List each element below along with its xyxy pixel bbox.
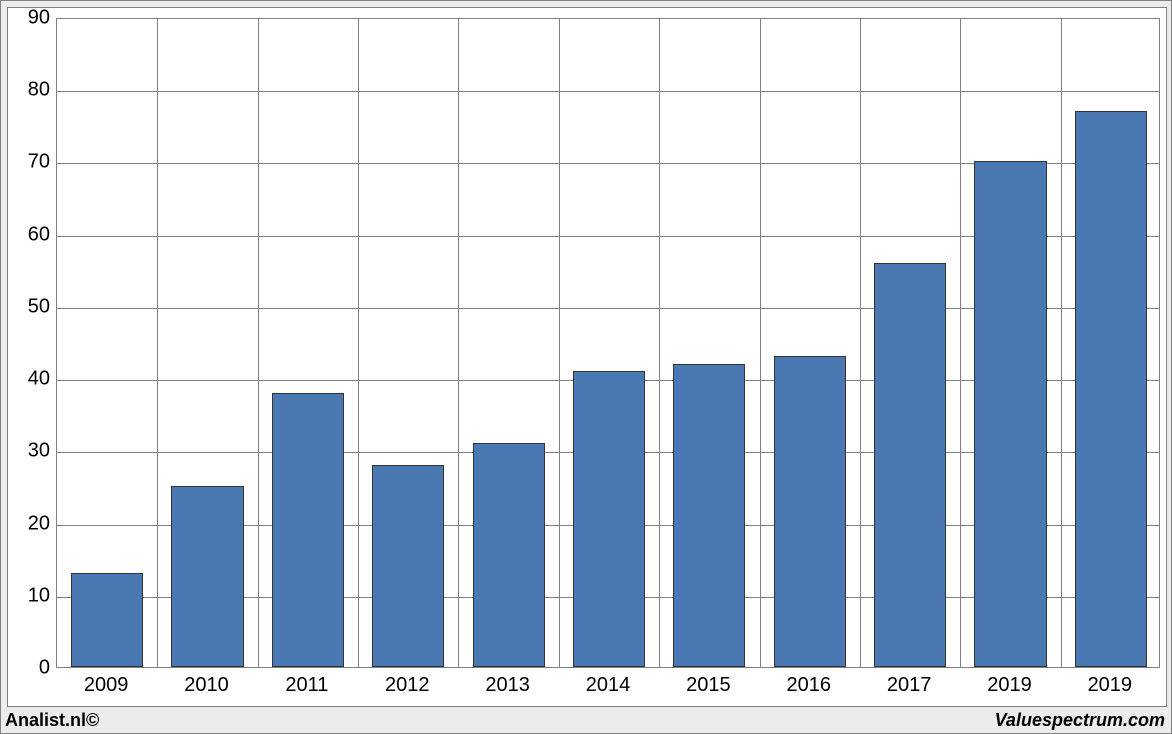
gridline-vertical	[157, 19, 158, 667]
chart-outer-frame: 0 10 20 30 40 50 60 70 80 90 2009 2010 2011 2012 2013 2…	[0, 0, 1172, 734]
x-tick-label: 2009	[84, 674, 129, 697]
gridline-vertical	[559, 19, 560, 667]
y-tick-label: 70	[10, 151, 50, 174]
gridline-vertical	[760, 19, 761, 667]
footer-left-text: Analist.nl©	[5, 710, 99, 731]
gridline-vertical	[258, 19, 259, 667]
bar	[171, 486, 243, 667]
chart-plot-area	[56, 18, 1160, 668]
bar	[1075, 111, 1147, 667]
x-tick-label: 2015	[686, 674, 731, 697]
bar	[71, 573, 143, 667]
gridline-vertical	[860, 19, 861, 667]
gridline-vertical	[358, 19, 359, 667]
chart-plot-frame: 0 10 20 30 40 50 60 70 80 90 2009 2010 2011 2012 2013 2…	[7, 7, 1167, 707]
bar	[473, 443, 545, 667]
x-tick-label: 2014	[586, 674, 631, 697]
y-tick-label: 60	[10, 223, 50, 246]
y-tick-label: 30	[10, 440, 50, 463]
y-tick-label: 90	[10, 7, 50, 30]
bar	[774, 356, 846, 667]
gridline-vertical	[458, 19, 459, 667]
x-tick-label: 2019	[1088, 674, 1133, 697]
x-tick-label: 2016	[786, 674, 831, 697]
gridline-vertical	[659, 19, 660, 667]
gridline-horizontal	[57, 91, 1159, 92]
bar	[573, 371, 645, 667]
x-tick-label: 2011	[285, 674, 328, 697]
gridline-vertical	[1061, 19, 1062, 667]
y-tick-label: 40	[10, 368, 50, 391]
y-tick-label: 80	[10, 79, 50, 102]
bar	[673, 364, 745, 667]
x-tick-label: 2019	[987, 674, 1032, 697]
y-tick-label: 50	[10, 295, 50, 318]
y-tick-label: 20	[10, 512, 50, 535]
bar	[874, 263, 946, 667]
footer-right-text: Valuespectrum.com	[995, 710, 1165, 731]
x-tick-label: 2017	[887, 674, 932, 697]
bar	[272, 393, 344, 667]
bar	[372, 465, 444, 667]
y-tick-label: 10	[10, 584, 50, 607]
x-tick-label: 2010	[184, 674, 229, 697]
bar	[974, 161, 1046, 667]
y-tick-label: 0	[10, 657, 50, 680]
x-tick-label: 2013	[485, 674, 530, 697]
gridline-vertical	[960, 19, 961, 667]
x-tick-label: 2012	[385, 674, 430, 697]
